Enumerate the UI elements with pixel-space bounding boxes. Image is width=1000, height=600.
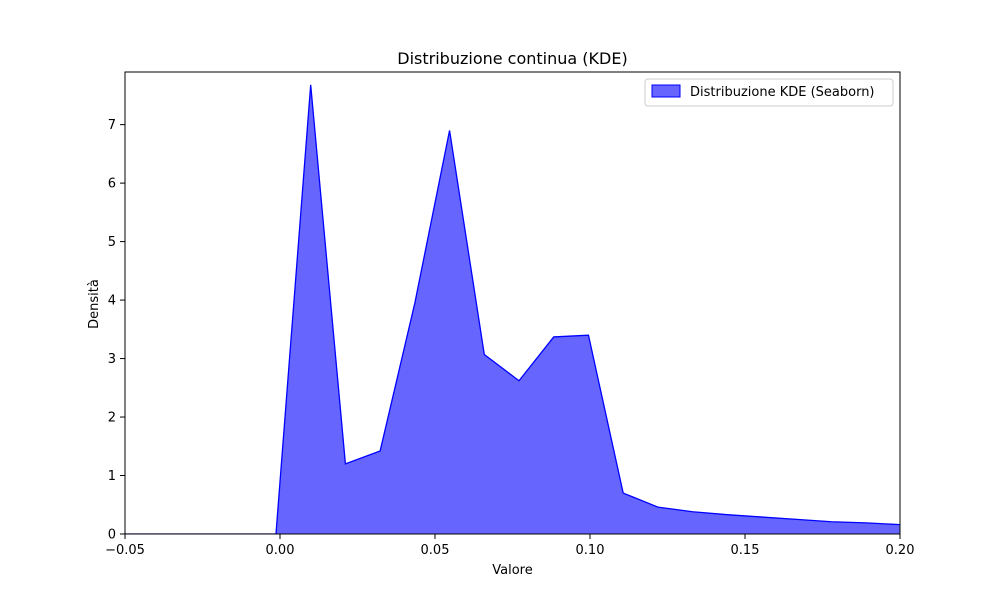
axes: −0.05 0.00 0.05 0.10 0.15 0.20 0 1 2 3 4 5 6 7 (105, 118, 914, 558)
legend-label: Distribuzione KDE (Seaborn) (690, 85, 875, 100)
chart-title: Distribuzione continua (KDE) (397, 49, 627, 68)
y-tick-label: 4 (108, 294, 116, 309)
x-tick-label: 0.20 (886, 543, 915, 558)
plot-area (125, 84, 900, 534)
kde-area-fill (275, 84, 900, 534)
x-tick-label: 0.15 (731, 543, 760, 558)
y-tick-label: 0 (108, 528, 116, 543)
kde-line (275, 84, 900, 534)
x-axis-label: Valore (492, 563, 532, 578)
x-tick-label: −0.05 (105, 543, 145, 558)
legend-swatch (651, 84, 681, 98)
legend-box (644, 78, 894, 107)
y-tick-label: 3 (108, 352, 116, 367)
y-tick-label: 1 (108, 469, 116, 484)
y-tick-label: 5 (108, 235, 116, 250)
y-tick-label: 6 (108, 177, 116, 192)
y-axis-label: Densità (87, 279, 102, 329)
legend: Distribuzione KDE (Seaborn) (644, 78, 894, 107)
x-tick-label: 0.10 (576, 543, 605, 558)
x-tick-label: 0.00 (266, 543, 295, 558)
plot-frame (124, 71, 901, 535)
y-tick-label: 2 (108, 411, 116, 426)
y-tick-label: 7 (108, 118, 116, 133)
x-tick-label: 0.05 (421, 543, 450, 558)
